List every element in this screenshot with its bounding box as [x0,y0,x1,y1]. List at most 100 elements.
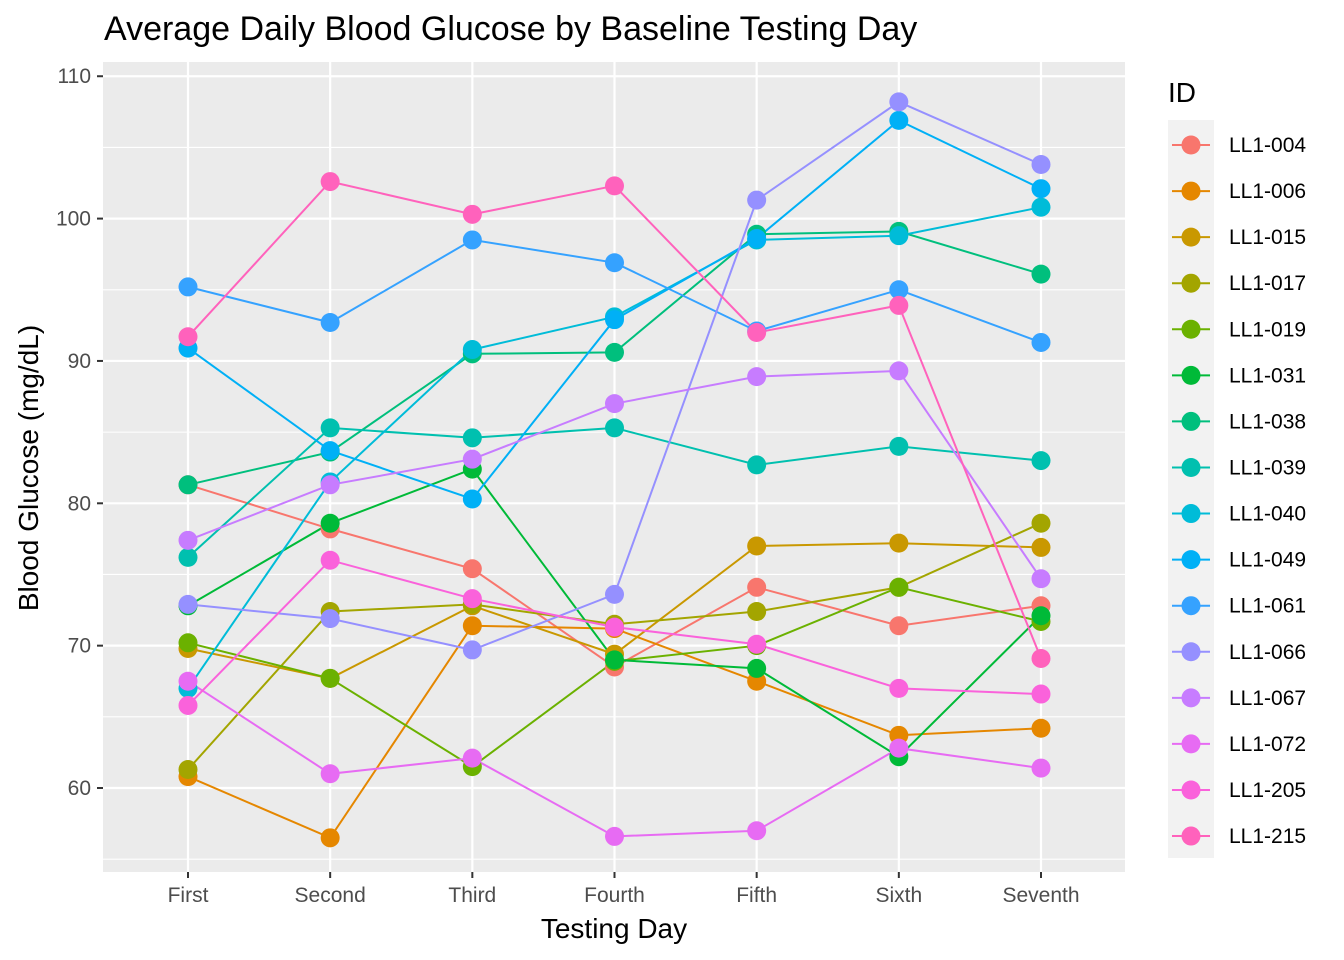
legend-key-point [1181,596,1201,616]
legend-key-point [1181,780,1201,800]
data-point-ll1-015 [1031,537,1051,557]
data-point-ll1-215 [1031,648,1051,668]
x-tick-label: Fifth [736,884,777,907]
y-tick-label: 60 [68,777,91,800]
legend-key-point [1181,135,1201,155]
x-axis-ticks: First Second Third Fourth Fifth Sixth Seventh [168,872,1080,907]
legend-item: LL1-205 [1172,779,1306,802]
y-axis-title: Blood Glucose (mg/dL) [13,325,44,611]
data-point-ll1-039 [178,547,198,567]
legend-label: LL1-017 [1229,272,1306,295]
data-point-ll1-015 [889,533,909,553]
legend-item: LL1-067 [1172,687,1306,710]
data-point-ll1-205 [605,617,625,637]
legend-item: LL1-040 [1172,503,1306,526]
legend-label: LL1-039 [1229,456,1306,479]
data-point-ll1-072 [889,738,909,758]
data-point-ll1-067 [1031,569,1051,589]
data-point-ll1-072 [605,826,625,846]
x-tick-label: Seventh [1002,884,1079,907]
legend-label: LL1-066 [1229,641,1306,664]
y-tick-label: 90 [68,350,91,373]
y-tick-label: 70 [68,635,91,658]
data-point-ll1-040 [462,340,482,360]
data-point-ll1-215 [178,327,198,347]
data-point-ll1-031 [747,658,767,678]
data-point-ll1-039 [462,428,482,448]
data-point-ll1-038 [178,475,198,495]
data-point-ll1-049 [320,441,340,461]
data-point-ll1-039 [747,455,767,475]
data-point-ll1-067 [462,449,482,469]
legend: ID LL1-004LL1-006LL1-015LL1-017LL1-019LL… [1168,77,1306,858]
data-point-ll1-040 [889,226,909,246]
data-point-ll1-066 [1031,154,1051,174]
y-tick-label: 80 [68,492,91,515]
legend-label: LL1-215 [1229,825,1306,848]
legend-key-point [1181,273,1201,293]
x-tick-label: First [168,884,209,907]
y-tick-label: 110 [58,65,91,88]
legend-key-point [1181,227,1201,247]
data-point-ll1-049 [1031,179,1051,199]
legend-item: LL1-006 [1172,180,1306,203]
data-point-ll1-049 [889,110,909,130]
legend-item: LL1-061 [1172,595,1306,618]
data-point-ll1-067 [889,361,909,381]
legend-key-point [1181,181,1201,201]
data-point-ll1-038 [605,342,625,362]
data-point-ll1-067 [178,530,198,550]
legend-key-point [1181,319,1201,339]
data-point-ll1-061 [178,277,198,297]
data-point-ll1-049 [605,310,625,330]
data-point-ll1-006 [462,616,482,636]
data-point-ll1-017 [1031,513,1051,533]
legend-key-point [1181,734,1201,754]
legend-item: LL1-066 [1172,641,1306,664]
data-point-ll1-067 [747,367,767,387]
data-point-ll1-066 [889,92,909,112]
data-point-ll1-061 [320,313,340,333]
x-tick-label: Second [295,884,366,907]
data-point-ll1-049 [747,229,767,249]
data-point-ll1-066 [462,640,482,660]
data-point-ll1-215 [462,204,482,224]
legend-label: LL1-019 [1229,318,1306,341]
legend-item: LL1-017 [1172,272,1306,295]
x-tick-label: Third [448,884,496,907]
data-point-ll1-072 [178,671,198,691]
data-point-ll1-061 [605,253,625,273]
data-point-ll1-205 [178,695,198,715]
data-point-ll1-039 [605,418,625,438]
data-point-ll1-066 [178,594,198,614]
series-points [178,92,1051,848]
data-point-ll1-019 [320,668,340,688]
legend-label: LL1-205 [1229,779,1306,802]
legend-label: LL1-067 [1229,687,1306,710]
data-point-ll1-072 [462,748,482,768]
legend-key-point [1181,457,1201,477]
data-point-ll1-039 [1031,451,1051,471]
legend-item: LL1-072 [1172,733,1306,756]
data-point-ll1-004 [462,559,482,579]
legend-label: LL1-049 [1229,549,1306,572]
data-point-ll1-205 [1031,684,1051,704]
y-axis-ticks: 60 70 80 90 100 110 [56,65,103,800]
data-point-ll1-067 [605,394,625,414]
legend-key-point [1181,826,1201,846]
data-point-ll1-004 [747,577,767,597]
legend-label: LL1-040 [1229,503,1306,526]
x-tick-label: Sixth [875,884,922,907]
data-point-ll1-066 [320,609,340,629]
legend-item: LL1-004 [1172,134,1306,157]
legend-key-point [1181,504,1201,524]
x-axis-title: Testing Day [541,913,687,944]
legend-label: LL1-015 [1229,226,1306,249]
data-point-ll1-205 [889,678,909,698]
legend-item: LL1-039 [1172,456,1306,479]
data-point-ll1-017 [747,601,767,621]
data-point-ll1-031 [605,650,625,670]
data-point-ll1-061 [889,280,909,300]
data-point-ll1-072 [320,764,340,784]
